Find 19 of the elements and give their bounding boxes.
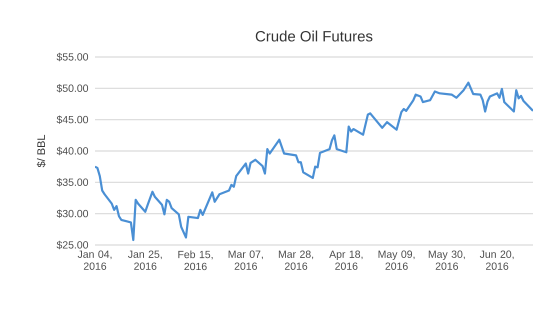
x-tick-label: May 30, 2016	[428, 250, 465, 270]
x-tick-label: Mar 28, 2016	[278, 250, 314, 270]
x-tick-label: May 09, 2016	[378, 250, 415, 270]
x-tick-label: Apr 18, 2016	[329, 250, 363, 270]
chart-title: Crude Oil Futures	[256, 30, 372, 42]
x-tick-label: Jan 04, 2016	[78, 250, 112, 270]
y-tick-label: $30.00	[56, 209, 88, 218]
y-tick-label: $25.00	[56, 240, 88, 250]
y-tick-label: $50.00	[56, 84, 88, 93]
line-series	[95, 82, 534, 242]
y-tick-label: $40.00	[56, 146, 88, 156]
x-tick-label: Jan 25, 2016	[128, 250, 162, 270]
y-tick-label: $35.00	[56, 178, 88, 187]
y-tick-label: $45.00	[56, 115, 88, 124]
x-tick-label: Jun 20, 2016	[480, 250, 514, 270]
x-tick-label: Feb 15, 2016	[178, 250, 213, 270]
y-tick-label: $55.00	[56, 52, 88, 62]
y-axis-title: $/ BBL	[36, 134, 46, 168]
x-tick-label: Mar 07, 2016	[228, 250, 263, 270]
